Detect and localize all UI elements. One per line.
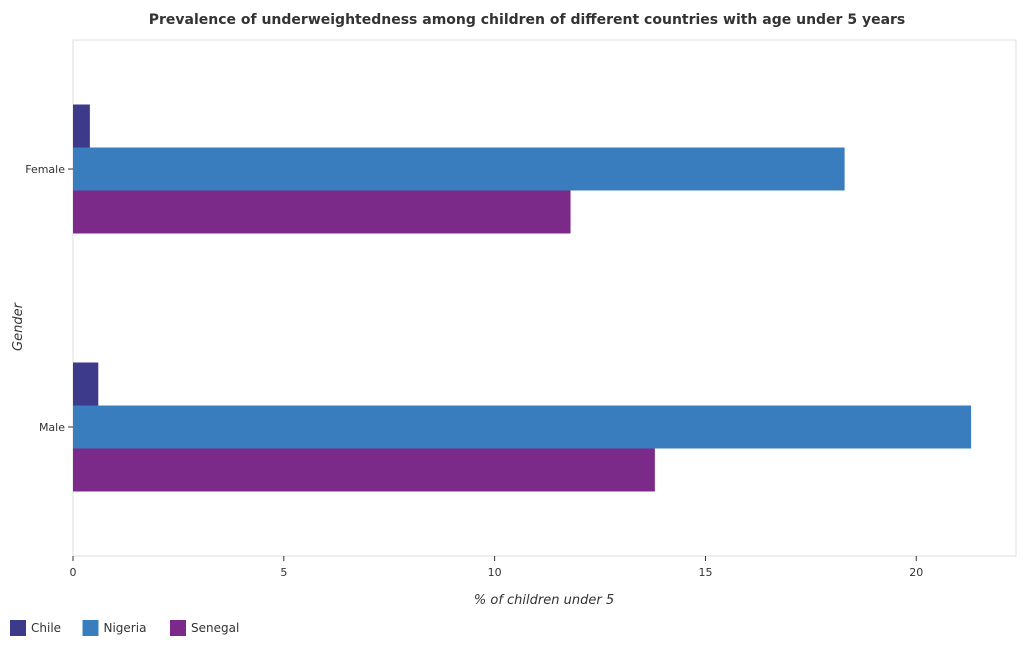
legend-label-senegal: Senegal — [191, 621, 239, 635]
bar-female-chile — [73, 104, 90, 148]
y-axis: Female Male — [25, 163, 73, 434]
legend-swatch-chile — [10, 620, 26, 636]
bar-male-chile — [73, 362, 99, 406]
x-tick-label-10: 10 — [488, 566, 502, 579]
x-tick-label-20: 20 — [909, 566, 923, 579]
legend-label-chile: Chile — [31, 621, 61, 635]
y-tick-label-female: Female — [25, 163, 65, 176]
legend-swatch-nigeria — [82, 620, 99, 636]
x-axis-label: % of children under 5 — [474, 593, 614, 608]
legend-label-nigeria: Nigeria — [104, 621, 147, 635]
x-tick-label-5: 5 — [280, 566, 287, 579]
x-tick-label-15: 15 — [698, 566, 712, 579]
bar-male-nigeria — [73, 405, 972, 449]
plot-frame — [72, 39, 1017, 557]
y-axis-label: Gender — [11, 301, 26, 351]
bar-female-nigeria — [73, 147, 845, 191]
bar-male-senegal — [73, 448, 655, 492]
legend: Chile Nigeria Senegal — [10, 620, 239, 636]
legend-swatch-senegal — [170, 620, 186, 636]
y-tick-label-male: Male — [39, 421, 65, 434]
bar-female-senegal — [73, 190, 571, 234]
chart-title: Prevalence of underweightedness among ch… — [149, 12, 906, 28]
x-tick-label-0: 0 — [70, 566, 77, 579]
x-axis: 0 5 10 15 20 — [70, 556, 923, 579]
bars — [73, 104, 972, 492]
